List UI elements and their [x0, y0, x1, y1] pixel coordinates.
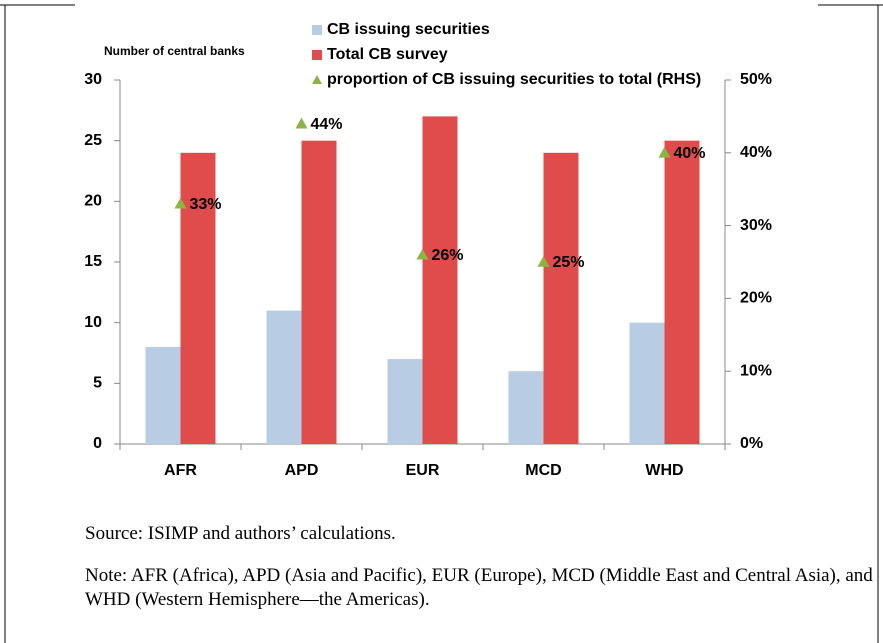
marker [174, 197, 187, 209]
source: Source: ISIMP and authors’ calculations. [85, 523, 396, 544]
y2-tick-label: 10% [740, 362, 772, 379]
marker [416, 248, 429, 260]
y2-tick-label: 40% [740, 144, 772, 161]
x-tick-label: MCD [525, 462, 561, 479]
bar [387, 359, 423, 444]
note: Note: AFR (Africa), APD (Asia and Pacifi… [85, 565, 873, 610]
marker [537, 256, 550, 267]
bar [266, 310, 302, 444]
y-tick-label: 20 [84, 193, 102, 210]
x-tick-label: AFR [164, 462, 197, 479]
y-tick-label: 10 [84, 314, 102, 331]
y2-tick-label: 0% [740, 435, 763, 452]
y2-tick-label: 50% [740, 71, 772, 88]
bar [301, 140, 337, 444]
y-axis-label: Number of central banks [104, 44, 245, 58]
legend-label: Total CB survey [327, 46, 448, 63]
bar [180, 152, 216, 445]
bar [543, 152, 579, 445]
x-tick-label: EUR [406, 462, 440, 479]
marker [295, 117, 308, 129]
bar [508, 371, 544, 444]
y-tick-label: 15 [84, 253, 102, 270]
data-label: 26% [432, 247, 464, 264]
y-tick-label: 25 [84, 132, 102, 149]
legend-label: proportion of CB issuing securities to t… [327, 71, 701, 88]
y-tick-label: 30 [84, 71, 102, 88]
bar [664, 140, 700, 444]
data-label: 44% [311, 116, 343, 133]
bar [145, 346, 181, 444]
legend-label: CB issuing securities [327, 21, 490, 38]
notes: Source: ISIMP and authors’ calculations.… [85, 522, 875, 630]
legend-swatch [312, 25, 322, 35]
legend-swatch [312, 50, 322, 60]
marker [658, 146, 671, 158]
y2-tick-label: 30% [740, 217, 772, 234]
bar [422, 116, 458, 445]
y2-tick-label: 20% [740, 290, 772, 307]
y-tick-label: 5 [93, 375, 102, 392]
x-tick-label: WHD [645, 462, 683, 479]
data-label: 33% [190, 196, 222, 213]
legend-marker [312, 75, 322, 84]
bar [629, 322, 665, 444]
x-tick-label: APD [285, 462, 319, 479]
data-label: 40% [674, 145, 706, 162]
data-label: 25% [553, 254, 585, 271]
y-tick-label: 0 [93, 435, 102, 452]
